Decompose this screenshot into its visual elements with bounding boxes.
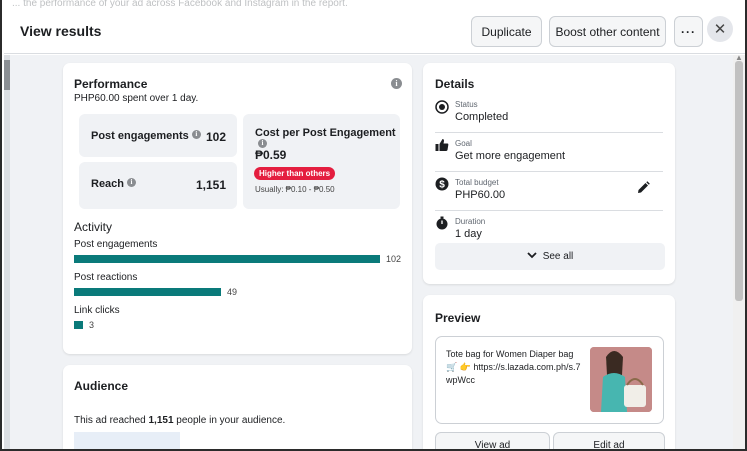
edit-ad-button[interactable]: Edit ad	[553, 432, 665, 449]
ad-preview-image	[590, 347, 652, 412]
activity-title: Activity	[74, 220, 113, 234]
background-page-text: ... the performance of your ad across Fa…	[12, 0, 348, 8]
preview-card: Preview Tote bag for Women Diaper bag 🛒 …	[423, 295, 675, 449]
activity-value: 3	[89, 320, 95, 330]
duration-label: Duration	[455, 217, 486, 226]
info-icon[interactable]: i	[191, 130, 201, 139]
reach-value: 1,151	[196, 178, 227, 192]
performance-title: Performance	[74, 77, 148, 91]
audience-title: Audience	[74, 379, 129, 393]
status-value: Completed	[455, 111, 509, 123]
ad-preview[interactable]: Tote bag for Women Diaper bag 🛒 👉 https:…	[435, 336, 664, 424]
goal-label: Goal	[455, 139, 472, 148]
audience-card: Audience This ad reached 1,151 people in…	[63, 365, 412, 449]
budget-label: Total budget	[455, 178, 499, 187]
audience-reach-text: This ad reached 1,151 people in your aud…	[74, 415, 286, 426]
post-engagements-value: 102	[206, 130, 227, 144]
close-icon: ✕	[713, 21, 727, 38]
spent-summary: PHP60.00 spent over 1 day.	[74, 93, 199, 104]
activity-label: Post engagements	[74, 239, 158, 250]
reach-label: Reach i	[91, 178, 137, 190]
svg-text:$: $	[439, 180, 445, 191]
post-engagements-label: Post engagements i	[91, 130, 201, 142]
details-row-duration: Duration 1 day	[435, 212, 663, 242]
more-options-button[interactable]: ···	[674, 16, 703, 47]
details-row-goal: Goal Get more engagement	[435, 134, 663, 172]
preview-title: Preview	[435, 311, 481, 325]
post-engagements-tile: Post engagements i 102	[79, 114, 237, 157]
scrollbar-thumb[interactable]	[735, 61, 743, 301]
details-row-status: Status Completed	[435, 96, 663, 133]
status-icon	[435, 100, 449, 114]
activity-label: Post reactions	[74, 272, 138, 283]
cost-value: ₱0.59	[255, 148, 287, 162]
see-all-button[interactable]: See all	[435, 243, 665, 270]
activity-value: 102	[386, 254, 402, 264]
scroll-up-arrow-icon[interactable]: ▲	[735, 53, 743, 62]
activity-value: 49	[227, 287, 238, 297]
activity-bar	[74, 288, 221, 296]
budget-value: PHP60.00	[455, 189, 506, 201]
view-ad-button[interactable]: View ad	[435, 432, 550, 449]
duration-value: 1 day	[455, 228, 482, 240]
cost-label: Cost per Post Engagementi	[255, 127, 396, 148]
details-title: Details	[435, 77, 475, 91]
chevron-down-icon	[527, 251, 537, 262]
dollar-icon: $	[435, 177, 449, 191]
goal-value: Get more engagement	[455, 150, 566, 162]
see-all-label: See all	[542, 251, 574, 262]
timer-icon	[435, 216, 449, 230]
dialog-header: View results Duplicate Boost other conte…	[4, 8, 745, 54]
info-icon[interactable]: i	[258, 139, 267, 148]
boost-other-content-button[interactable]: Boost other content	[549, 16, 666, 47]
higher-than-others-badge: Higher than others	[254, 167, 336, 180]
close-button[interactable]: ✕	[707, 16, 733, 42]
dialog-title: View results	[20, 23, 102, 39]
reach-tile: Reach i 1,151	[79, 162, 237, 209]
ad-preview-text: Tote bag for Women Diaper bag 🛒 👉 https:…	[446, 349, 581, 385]
info-icon[interactable]: i	[391, 78, 402, 89]
activity-bar	[74, 255, 380, 263]
cost-per-engagement-tile: Cost per Post Engagementi ₱0.59 Higher t…	[243, 114, 400, 209]
performance-card: Performance PHP60.00 spent over 1 day. i…	[63, 63, 412, 354]
activity-bar	[74, 321, 83, 329]
thumbs-up-icon	[435, 138, 449, 152]
activity-label: Link clicks	[74, 305, 120, 316]
status-label: Status	[455, 100, 478, 109]
left-scrollbar[interactable]	[4, 55, 10, 449]
audience-chart-placeholder	[74, 432, 180, 449]
usual-cost-range: Usually: ₱0.10 - ₱0.50	[255, 185, 335, 194]
dialog-body: Performance PHP60.00 spent over 1 day. i…	[4, 55, 733, 449]
edit-budget-icon[interactable]	[636, 181, 650, 195]
duplicate-button[interactable]: Duplicate	[471, 16, 542, 47]
details-row-budget: $ Total budget PHP60.00	[435, 173, 663, 211]
info-icon[interactable]: i	[127, 178, 137, 187]
details-card: Details Status Completed Goal Get more e…	[423, 63, 675, 284]
right-scrollbar[interactable]: ▲	[733, 53, 745, 449]
